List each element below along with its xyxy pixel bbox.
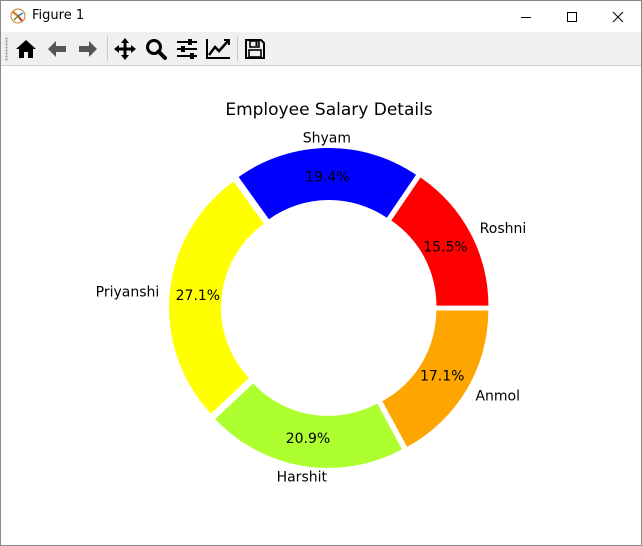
arrow-right-icon [79,41,97,57]
home-button[interactable] [13,36,39,62]
move-icon [114,38,136,60]
save-button[interactable] [242,36,268,62]
sliders-icon [177,39,197,59]
matplotlib-logo-icon [10,8,26,24]
chart-title: Employee Salary Details [225,100,432,120]
toolbar-separator [107,36,108,61]
forward-button[interactable] [75,36,101,62]
floppy-disk-icon [245,39,265,59]
navigation-toolbar [1,32,641,66]
pct-label-harshit: 20.9% [286,431,330,447]
back-button[interactable] [44,36,70,62]
minimize-button[interactable] [503,1,549,32]
donut-chart: Employee Salary Details Roshni Shyam Priya… [96,100,527,486]
edit-axis-button[interactable] [205,36,231,62]
percentage-labels: 15.5% 19.4% 27.1% 20.9% 17.1% [176,169,468,447]
pan-button[interactable] [112,36,138,62]
title-bar[interactable]: Figure 1 [1,1,641,32]
pie-slice-priyanshi [169,181,265,414]
slice-labels: Roshni Shyam Priyanshi Harshit Anmol [96,131,527,486]
window-title: Figure 1 [32,8,85,23]
arrow-left-icon [48,41,66,57]
toolbar-separator [237,36,238,61]
zoom-button[interactable] [143,36,169,62]
pct-label-priyanshi: 27.1% [176,288,220,304]
slice-label-shyam: Shyam [303,131,351,147]
maximize-icon [567,11,577,22]
pct-label-anmol: 17.1% [420,368,464,384]
pct-label-shyam: 19.4% [305,169,349,185]
pie-slice-anmol [382,310,489,447]
configure-subplots-button[interactable] [174,36,200,62]
figure-canvas[interactable]: Employee Salary Details Roshni Shyam Priya… [1,66,641,545]
pie-slices [169,148,489,468]
close-button[interactable] [595,1,641,32]
close-icon [612,11,624,22]
minimize-icon [521,16,531,18]
home-icon [16,40,36,58]
slice-label-priyanshi: Priyanshi [96,284,160,300]
magnifier-icon [146,39,167,60]
slice-label-harshit: Harshit [277,469,328,485]
pie-slice-harshit [215,383,403,468]
pct-label-roshni: 15.5% [423,239,467,255]
pie-slice-roshni [391,177,489,306]
pie-slice-shyam [238,148,417,220]
slice-label-anmol: Anmol [475,388,520,404]
toolbar-grip [5,37,8,61]
slice-label-roshni: Roshni [480,221,527,237]
maximize-button[interactable] [549,1,595,32]
line-chart-icon [206,39,230,59]
